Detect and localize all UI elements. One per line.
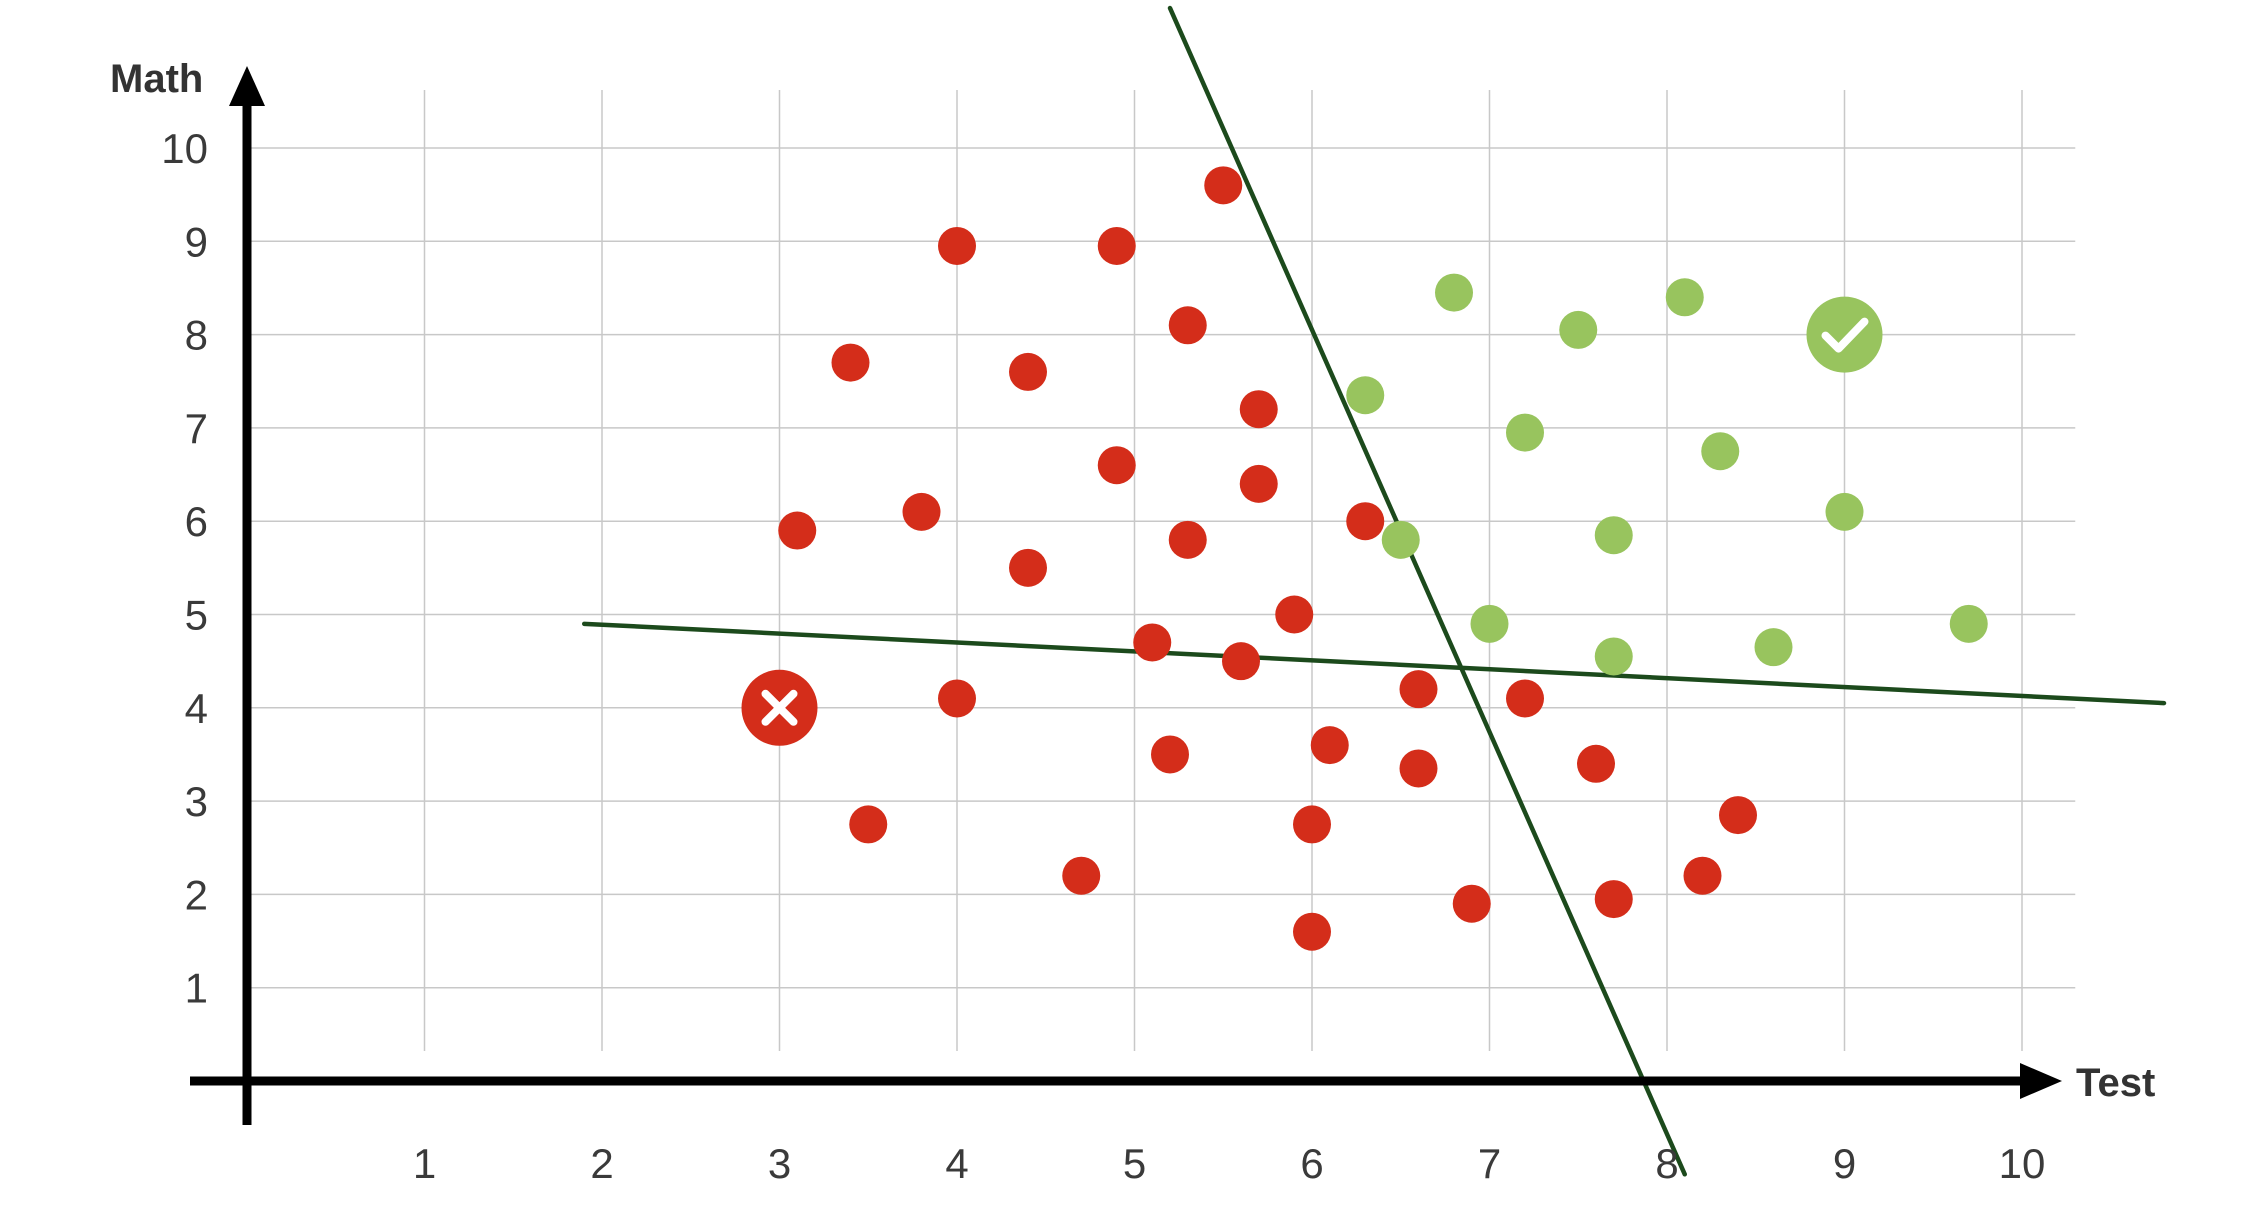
x-tick-label: 3 — [768, 1140, 791, 1187]
rejected-point — [938, 226, 976, 265]
rejected-point — [1275, 595, 1314, 634]
y-tick-label: 6 — [185, 498, 208, 545]
rejected-point — [1009, 352, 1047, 391]
rejected-point — [1133, 623, 1172, 662]
rejected-point — [1452, 884, 1491, 923]
rejected-highlight-point — [741, 669, 818, 746]
tick-labels: 1 2 3 4 5 6 7 8 9 10 1 2 3 4 5 6 7 8 9 10 — [161, 125, 2045, 1187]
accepted-highlight-point — [1806, 296, 1883, 373]
rejected-point — [1009, 548, 1047, 587]
x-tick-label: 1 — [413, 1140, 436, 1187]
rejected-point — [1399, 749, 1438, 788]
accepted-point — [1559, 310, 1598, 349]
rejected-point — [1594, 880, 1633, 919]
rejected-point — [938, 679, 976, 718]
x-tick-label: 2 — [590, 1140, 613, 1187]
rejected-point — [1151, 735, 1189, 774]
rejected-point — [902, 492, 941, 531]
boundary-lines — [582, 5, 2167, 1177]
rejected-point — [1577, 744, 1615, 783]
y-tick-label: 8 — [185, 312, 208, 359]
rejected-point — [1222, 642, 1260, 681]
accepted-point — [1754, 628, 1793, 667]
accepted-point — [1594, 516, 1633, 555]
accepted-point — [1381, 520, 1420, 559]
y-tick-label: 4 — [185, 685, 208, 732]
x-tick-label: 4 — [945, 1140, 968, 1187]
x-tick-label: 9 — [1833, 1140, 1856, 1187]
highlighted-points — [741, 296, 1883, 746]
rejected-point — [778, 511, 817, 550]
boundary-line — [582, 621, 2167, 706]
check-icon — [1821, 317, 1869, 353]
boundary-line — [1167, 5, 1687, 1177]
accepted-point — [1346, 376, 1385, 415]
rejected-point — [1399, 670, 1438, 709]
data-points — [778, 166, 1988, 951]
x-tick-label: 8 — [1655, 1140, 1678, 1187]
accepted-point — [1701, 432, 1740, 471]
accepted-point — [1594, 637, 1633, 676]
accepted-point — [1470, 604, 1509, 643]
axes — [190, 66, 2062, 1125]
rejected-point — [1239, 464, 1278, 503]
rejected-point — [1097, 226, 1136, 265]
x-tick-label: 6 — [1300, 1140, 1323, 1187]
rejected-point — [831, 343, 870, 382]
y-axis-arrow-icon — [229, 66, 265, 106]
x-tick-label: 10 — [1999, 1140, 2046, 1187]
rejected-point — [1168, 306, 1207, 345]
rejected-point — [1097, 446, 1136, 485]
accepted-point — [1435, 273, 1473, 312]
rejected-point — [1204, 166, 1243, 205]
cross-icon — [761, 689, 798, 726]
rejected-point — [1062, 856, 1101, 895]
y-tick-label: 7 — [185, 405, 208, 452]
rejected-point — [1310, 726, 1349, 765]
accepted-point — [1825, 492, 1864, 531]
y-tick-label: 10 — [161, 125, 208, 172]
rejected-point — [1239, 390, 1278, 429]
accepted-point — [1949, 604, 1988, 643]
accepted-point — [1506, 413, 1544, 452]
x-tick-label: 5 — [1123, 1140, 1146, 1187]
accepted-point — [1665, 278, 1704, 317]
accepted-highlight-marker — [1806, 296, 1883, 373]
rejected-point — [1683, 856, 1722, 895]
rejected-point — [849, 805, 888, 844]
rejected-point — [1293, 912, 1331, 951]
y-tick-label: 2 — [185, 871, 208, 918]
rejected-point — [1346, 502, 1385, 541]
rejected-point — [1293, 805, 1331, 844]
y-tick-label: 9 — [185, 218, 208, 265]
x-tick-label: 7 — [1478, 1140, 1501, 1187]
rejected-point — [1719, 796, 1757, 835]
grid — [247, 90, 2076, 1051]
x-axis-title: Test — [2076, 1061, 2155, 1105]
rejected-point — [1168, 520, 1207, 559]
y-tick-label: 5 — [185, 592, 208, 639]
y-tick-label: 1 — [185, 965, 208, 1012]
y-axis-title: Math — [110, 57, 203, 101]
x-axis-arrow-icon — [2020, 1063, 2062, 1099]
y-tick-label: 3 — [185, 778, 208, 825]
rejected-point — [1506, 679, 1544, 718]
